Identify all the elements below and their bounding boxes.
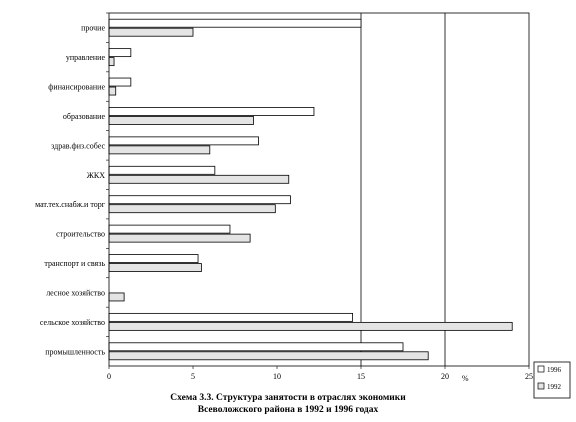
category-label: сельское хозяйство — [40, 318, 105, 327]
legend-label-1992: 1992 — [547, 383, 562, 391]
category-label: промышленность — [45, 347, 105, 356]
bar-1996 — [108, 48, 132, 58]
bar-1992 — [108, 86, 117, 96]
bar-1996 — [108, 18, 362, 28]
category-labels: прочие управление финансирование образовани… — [35, 24, 106, 357]
legend-swatch-1996 — [537, 365, 545, 373]
bar-1992 — [108, 27, 194, 37]
category-label: управление — [66, 53, 106, 62]
bar-1996 — [108, 312, 354, 322]
legend-swatch-1992 — [537, 382, 545, 390]
bar-1992 — [108, 233, 251, 243]
bar-1992 — [108, 351, 429, 361]
x-tick-label: 20 — [441, 372, 449, 381]
tick-labels: 0 5 10 15 20 25 — [107, 372, 533, 381]
bar-1996 — [108, 342, 404, 352]
bar-1992 — [108, 57, 115, 67]
bar-1996 — [108, 136, 259, 146]
category-label: прочие — [81, 24, 105, 33]
bar-1992 — [108, 263, 202, 272]
category-label: ЖКХ — [87, 171, 106, 180]
category-label: образование — [63, 112, 106, 121]
category-label: строительство — [56, 230, 105, 239]
bar-1992 — [108, 174, 290, 184]
bar-1992 — [108, 116, 254, 125]
x-tick-label: 25 — [525, 372, 533, 381]
bar-1996 — [108, 254, 199, 263]
bar-1996 — [108, 165, 216, 175]
x-tick-label: 5 — [191, 372, 195, 381]
legend: 1996 1992 — [533, 361, 571, 399]
category-label: здрав.физ.собес — [51, 141, 105, 150]
bar-1996 — [108, 195, 291, 205]
axes — [106, 12, 530, 369]
category-label: финансирование — [48, 83, 105, 92]
category-label: лесное хозяйство — [46, 288, 105, 297]
gridlines — [360, 13, 446, 366]
x-tick-label: 10 — [273, 372, 281, 381]
x-tick-label: 0 — [107, 372, 111, 381]
category-label: транспорт и связь — [44, 259, 105, 268]
x-tick-label: 15 — [357, 372, 365, 381]
chart-caption-line-2: Всеволожского района в 1992 и 1996 годах — [197, 405, 379, 415]
bars — [108, 18, 513, 361]
category-label: мат.тех.снабж.и торг — [35, 200, 106, 209]
bar-1996 — [108, 224, 231, 234]
bar-1992 — [108, 204, 276, 214]
legend-label-1996: 1996 — [547, 366, 562, 374]
bar-1992 — [108, 145, 211, 155]
bar-1992 — [108, 321, 513, 331]
bar-1996 — [108, 107, 315, 116]
chart-caption-line-1: Схема 3.3. Структура занятости в отрасля… — [170, 393, 406, 403]
x-axis-unit-label: % — [462, 374, 469, 383]
bar-1992 — [108, 292, 125, 302]
bar-1996 — [108, 77, 132, 87]
